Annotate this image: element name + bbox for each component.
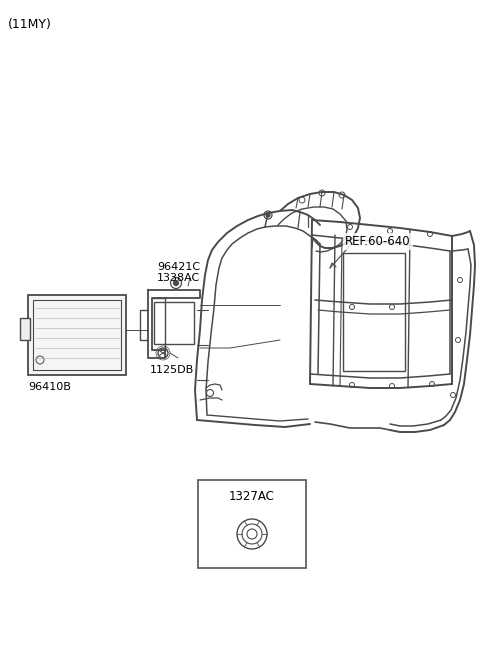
Text: 96410B: 96410B: [28, 382, 71, 392]
Bar: [198, 480, 306, 568]
Text: REF.60-640: REF.60-640: [345, 235, 410, 248]
Text: 1125DB: 1125DB: [150, 365, 194, 375]
Text: 96421C: 96421C: [157, 262, 200, 272]
Text: 1327AC: 1327AC: [229, 490, 275, 503]
Circle shape: [266, 213, 270, 217]
Bar: [20, 318, 30, 340]
Bar: [28, 295, 126, 375]
Bar: [343, 253, 405, 371]
Bar: [33, 300, 121, 370]
Circle shape: [173, 280, 179, 286]
Text: (11MY): (11MY): [8, 18, 52, 31]
Bar: [154, 302, 194, 344]
Text: 1338AC: 1338AC: [157, 273, 200, 283]
